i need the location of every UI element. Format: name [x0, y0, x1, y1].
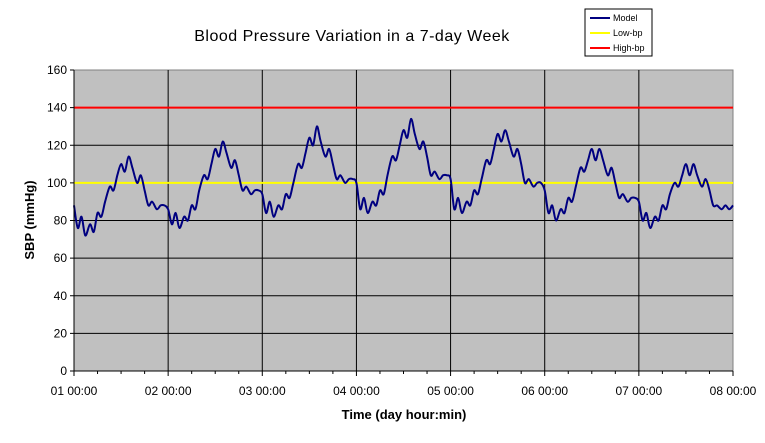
x-tick-label: 08 00:00 — [710, 384, 757, 398]
x-tick-label: 03 00:00 — [239, 384, 286, 398]
legend-label: Model — [613, 13, 638, 23]
x-axis-ticks: 01 00:00 02 00:00 03 00:00 04 00:00 05 00:00… — [51, 371, 757, 398]
y-tick-label: 80 — [54, 214, 68, 228]
x-axis-title: Time (day hour:min) — [342, 407, 467, 422]
legend-label: Low-bp — [613, 28, 643, 38]
x-tick-label: 06 00:00 — [521, 384, 568, 398]
x-tick-label: 04 00:00 — [333, 384, 380, 398]
y-tick-label: 160 — [47, 63, 67, 77]
series-line-model — [73, 117, 734, 237]
y-tick-label: 40 — [54, 289, 68, 303]
y-tick-label: 20 — [54, 326, 68, 340]
x-tick-label: 05 00:00 — [427, 384, 474, 398]
x-tick-label: 02 00:00 — [145, 384, 192, 398]
legend: Model Low-bp High-bp — [584, 8, 653, 57]
series-lines — [73, 117, 734, 237]
chart-title: Blood Pressure Variation in a 7-day Week — [194, 28, 510, 45]
y-tick-label: 100 — [47, 176, 67, 190]
y-tick-label: 120 — [47, 138, 67, 152]
x-tick-label: 07 00:00 — [615, 384, 662, 398]
y-axis-ticks: 0 20 40 60 80 100 120 140 160 — [47, 63, 74, 378]
y-tick-label: 0 — [60, 364, 67, 378]
x-tick-label: 01 00:00 — [51, 384, 98, 398]
legend-label: High-bp — [613, 43, 645, 53]
y-tick-label: 60 — [54, 251, 68, 265]
reference-lines — [74, 106, 733, 184]
y-tick-label: 140 — [47, 101, 67, 115]
y-axis-title: SBP (mmHg) — [22, 180, 37, 259]
